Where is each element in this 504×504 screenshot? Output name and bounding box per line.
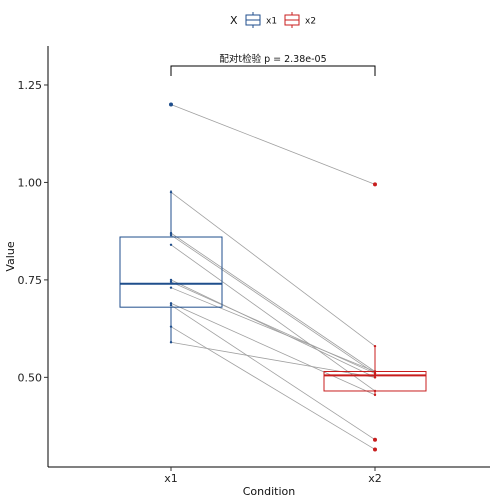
pair-line-6	[170, 279, 376, 378]
pair-line-7	[170, 281, 376, 374]
significance-bracket	[170, 65, 376, 76]
legend-title: X	[230, 14, 238, 27]
x-axis-title: Condition	[243, 485, 296, 498]
pair-line-2	[170, 191, 376, 347]
point-x1-5	[169, 243, 173, 247]
significance-label: 配对t检验 p = 2.38e-05	[219, 53, 326, 65]
pair-line-4	[170, 234, 376, 374]
point-x2-7	[373, 372, 377, 375]
pair-line-1	[170, 104, 376, 185]
point-x2-12	[373, 376, 377, 379]
point-x1-12	[169, 341, 173, 344]
points	[169, 103, 377, 451]
point-x1-11	[169, 325, 173, 328]
point-x2-8	[373, 370, 377, 373]
point-x1-10	[169, 304, 173, 307]
point-x1-2	[169, 190, 173, 194]
legend-key-x1	[245, 12, 261, 28]
legend-label-x2: x2	[305, 17, 316, 27]
axes: 0.50 0.75 1.00 1.25 x1 x2 Condition Value	[4, 46, 490, 498]
point-x2-11	[373, 448, 377, 451]
significance-annotation: 配对t检验 p = 2.38e-05	[170, 53, 376, 76]
legend-key-x2	[284, 12, 300, 28]
point-x2-9	[373, 393, 377, 397]
point-x1-6	[169, 278, 173, 282]
point-x1-4	[169, 233, 173, 237]
pair-line-10	[170, 304, 376, 441]
y-tick-label-2: 0.75	[18, 274, 43, 287]
pair-line-8	[170, 287, 376, 372]
boxes	[119, 102, 427, 452]
pair-line-9	[170, 302, 376, 396]
x-tick-label-x1: x1	[164, 472, 178, 485]
legend-label-x1: x1	[266, 17, 277, 27]
point-x1-8	[169, 286, 173, 289]
point-x1-3	[169, 231, 173, 235]
point-x2-2	[373, 344, 377, 348]
pair-lines	[170, 104, 376, 450]
y-tick-label-1: 0.50	[18, 371, 43, 384]
y-tick-label-4: 1.25	[18, 79, 43, 92]
point-x1-9	[169, 302, 173, 305]
pair-line-3	[170, 232, 376, 372]
y-tick-label-3: 1.00	[18, 176, 43, 189]
y-axis-title: Value	[4, 241, 17, 271]
x-tick-label-x2: x2	[368, 472, 382, 485]
point-x2-1	[373, 183, 377, 186]
pair-line-11	[170, 326, 376, 450]
box-x1	[119, 236, 223, 308]
pair-line-5	[170, 244, 376, 392]
point-x1-7	[169, 280, 173, 284]
point-x2-10	[373, 438, 377, 441]
point-x1-1	[169, 103, 173, 106]
point-x2-5	[373, 389, 377, 393]
